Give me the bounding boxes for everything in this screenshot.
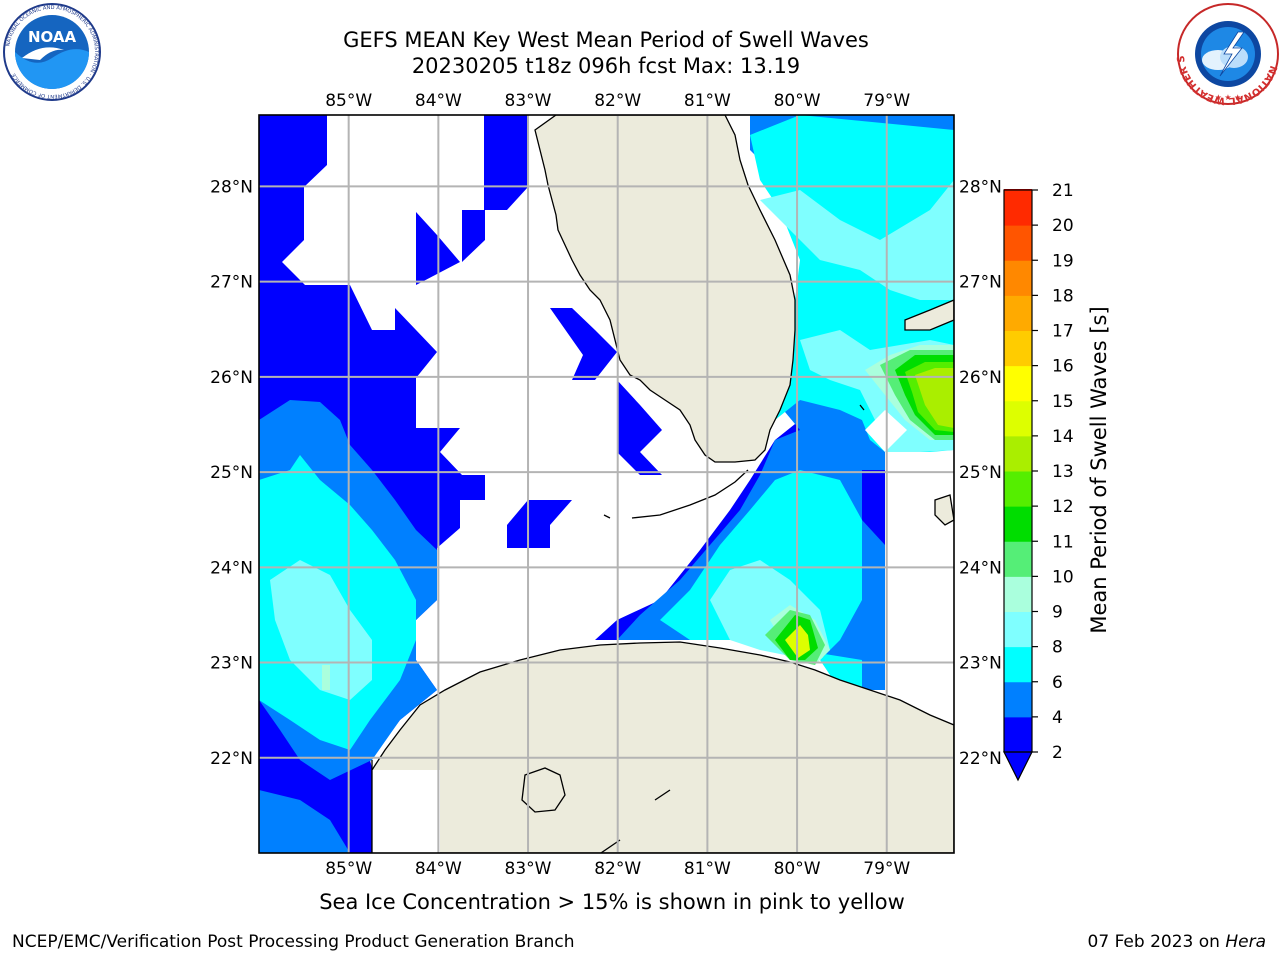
lon-label-bottom: 82°W: [594, 859, 641, 879]
colorbar-bin: [1004, 190, 1032, 226]
colorbar-bin: [1004, 716, 1032, 753]
sea-ice-note: Sea Ice Concentration > 15% is shown in …: [319, 890, 905, 914]
colorbar-tick-label: 4: [1052, 708, 1063, 728]
lat-label-right: 24°N: [959, 558, 1002, 578]
lon-label-top: 83°W: [505, 91, 552, 111]
colorbar-tick-label: 9: [1052, 603, 1063, 623]
colorbar-tick-label: 20: [1052, 216, 1074, 236]
lon-label-top: 85°W: [325, 91, 372, 111]
colorbar-bin: [1004, 260, 1032, 296]
colorbar-bin: [1004, 225, 1032, 261]
colorbar-tick-label: 17: [1052, 322, 1074, 342]
lat-label-left: 27°N: [210, 273, 253, 293]
colorbar-bin: [1004, 400, 1032, 437]
colorbar-tick-label: 13: [1052, 462, 1074, 482]
lat-label-left: 24°N: [210, 558, 253, 578]
nws-logo: NATIONAL WEATHER SERVICE ★ ★ ★: [1176, 2, 1279, 106]
lon-label-bottom: 83°W: [505, 859, 552, 879]
cuba: [371, 641, 954, 853]
colorbar-tick-label: 12: [1052, 497, 1074, 517]
colorbar: 2 4 6 8 9 10 11 12 13 14 15 16 17 18 19 20 21: [1003, 181, 1074, 782]
chart-title: GEFS MEAN Key West Mean Period of Swell …: [343, 28, 869, 52]
lon-label-top: 84°W: [415, 91, 462, 111]
lat-label-left: 26°N: [210, 368, 253, 388]
colorbar-bin: [1004, 330, 1032, 367]
chart-subtitle: 20230205 t18z 096h fcst Max: 13.19: [411, 54, 801, 78]
lat-label-right: 26°N: [959, 368, 1002, 388]
lat-label-left: 22°N: [210, 749, 253, 769]
footer-machine: Hera: [1225, 932, 1266, 952]
footer-date-stamp: 07 Feb 2023 on Hera: [1088, 932, 1266, 952]
colorbar-bin: [1004, 611, 1032, 648]
colorbar-tick-label: 16: [1052, 357, 1074, 377]
colorbar-bin: [1004, 576, 1032, 612]
colorbar-bin: [1004, 365, 1032, 402]
lon-label-top: 82°W: [594, 91, 641, 111]
colorbar-bin: [1004, 471, 1032, 507]
colorbar-tick-label: 19: [1052, 251, 1074, 271]
bahamas-abaco: [904, 299, 954, 331]
colorbar-tick-label: 11: [1052, 532, 1074, 552]
colorbar-tick-label: 15: [1052, 392, 1074, 412]
map-axis-labels: 85°W 85°W 84°W 84°W 83°W 83°W 82°W 82°W 81°W 81°W…: [210, 91, 1002, 879]
svg-text:★ ★ ★: ★ ★ ★: [1215, 93, 1242, 102]
footer-credit: NCEP/EMC/Verification Post Processing Pr…: [12, 932, 575, 952]
lon-label-top: 80°W: [774, 91, 821, 111]
noaa-logo: NATIONAL OCEANIC AND ATMOSPHERIC ADMINIS…: [3, 3, 101, 101]
florida-peninsula: [534, 115, 796, 463]
colorbar-tick-label: 2: [1052, 743, 1063, 763]
lat-label-right: 25°N: [959, 463, 1002, 483]
lat-label-right: 23°N: [959, 654, 1002, 674]
colorbar-bin: [1004, 541, 1032, 577]
colorbar-bin: [1004, 506, 1032, 542]
lon-label-bottom: 81°W: [684, 859, 731, 879]
colorbar-tick-label: 18: [1052, 286, 1074, 306]
footer-date: 07 Feb 2023: [1087, 932, 1194, 952]
land-masses: [371, 115, 954, 853]
lat-label-right: 27°N: [959, 273, 1002, 293]
colorbar-tick-label: 14: [1052, 427, 1074, 447]
lon-label-bottom: 84°W: [415, 859, 462, 879]
lat-label-left: 25°N: [210, 463, 253, 483]
colorbar-bin: [1004, 435, 1032, 472]
map-frame: [258, 114, 955, 854]
lon-label-bottom: 80°W: [774, 859, 821, 879]
map-gridlines: [259, 115, 954, 853]
bahamas-andros: [934, 494, 954, 526]
lon-label-bottom: 79°W: [863, 859, 910, 879]
lon-label-bottom: 85°W: [325, 859, 372, 879]
map-plot-area: [259, 115, 954, 853]
noaa-logo-text: NOAA: [28, 28, 77, 46]
lat-label-left: 28°N: [210, 177, 253, 197]
lon-label-top: 81°W: [684, 91, 731, 111]
colorbar-tick-label: 8: [1052, 638, 1063, 658]
lat-label-left: 23°N: [210, 654, 253, 674]
colorbar-bin: [1004, 295, 1032, 331]
isle-of-youth: [521, 767, 566, 813]
colorbar-tick-label: 6: [1052, 673, 1063, 693]
lat-label-right: 22°N: [959, 749, 1002, 769]
colorbar-title: Mean Period of Swell Waves [s]: [1087, 306, 1111, 633]
colorbar-extend-arrow: [1003, 751, 1033, 782]
colorbar-tick-label: 21: [1052, 181, 1074, 201]
lat-label-right: 28°N: [959, 177, 1002, 197]
footer-on: on: [1193, 932, 1226, 952]
colorbar-bin: [1004, 681, 1032, 718]
lon-label-top: 79°W: [863, 91, 910, 111]
colorbar-tick-label: 10: [1052, 567, 1074, 587]
colorbar-bin: [1004, 646, 1032, 683]
